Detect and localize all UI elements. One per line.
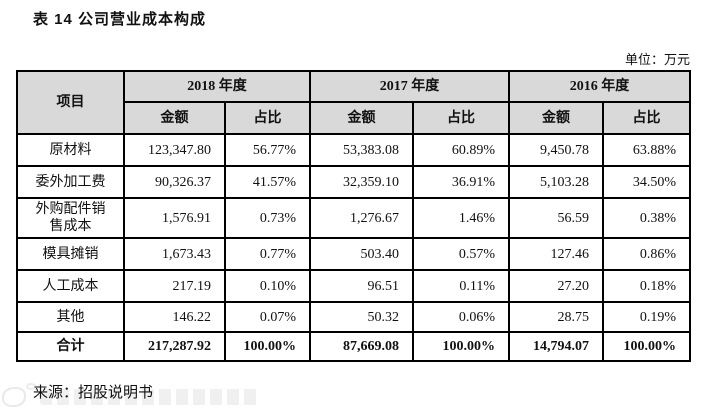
amount-2017: 503.40	[309, 237, 414, 271]
table-row-other: 其他 146.22 0.07% 50.32 0.06% 28.75 0.19%	[16, 301, 691, 333]
total-amount-2017: 87,669.08	[309, 331, 414, 362]
header-row-years: 项目 2018 年度 2017 年度 2016 年度	[16, 70, 691, 135]
table-row-mold-amortization: 模具摊销 1,673.43 0.77% 503.40 0.57% 127.46 …	[16, 237, 691, 271]
col-header-amount-2016: 金额	[508, 101, 604, 135]
amount-2016: 27.20	[508, 269, 604, 303]
total-ratio-2016: 100.00%	[602, 331, 691, 362]
ratio-2017: 0.06%	[412, 301, 510, 333]
item-label: 原材料	[16, 133, 125, 167]
ratio-2016: 63.88%	[602, 133, 691, 167]
col-header-amount-2017: 金额	[309, 101, 414, 135]
ratio-2017: 36.91%	[412, 165, 510, 199]
ratio-2016: 0.19%	[602, 301, 691, 333]
col-header-ratio-2016: 占比	[602, 101, 691, 135]
table-row-outsourcing-fee: 委外加工费 90,326.37 41.57% 32,359.10 36.91% …	[16, 165, 691, 199]
amount-2018: 1,673.43	[123, 237, 226, 271]
ratio-2016: 34.50%	[602, 165, 691, 199]
table-row-raw-materials: 原材料 123,347.80 56.77% 53,383.08 60.89% 9…	[16, 133, 691, 167]
ratio-2017: 60.89%	[412, 133, 510, 167]
total-amount-2018: 217,287.92	[123, 331, 226, 362]
total-ratio-2018: 100.00%	[224, 331, 311, 362]
header-row-measures: 金额 占比 金额 占比 金额 占比	[17, 101, 691, 135]
amount-2017: 1,276.67	[309, 197, 414, 239]
table-row-purchased-parts-cost: 外购配件销售成本 1,576.91 0.73% 1,276.67 1.46% 5…	[16, 197, 691, 239]
amount-2017: 96.51	[309, 269, 414, 303]
item-label: 委外加工费	[16, 165, 125, 199]
item-label: 模具摊销	[16, 237, 125, 271]
ratio-2018: 0.07%	[224, 301, 311, 333]
ratio-2016: 0.38%	[602, 197, 691, 239]
table-row-total: 合计 217,287.92 100.00% 87,669.08 100.00% …	[16, 331, 691, 362]
col-header-ratio-2017: 占比	[412, 101, 510, 135]
unit-label: 单位：万元	[624, 52, 690, 67]
amount-2016: 5,103.28	[508, 165, 604, 199]
total-amount-2016: 14,794.07	[508, 331, 604, 362]
page-title: 表 14 公司营业成本构成	[33, 11, 207, 28]
amount-2016: 56.59	[508, 197, 604, 239]
year-header-2016: 2016 年度	[508, 70, 691, 103]
col-header-item: 项目	[16, 70, 125, 135]
amount-2017: 53,383.08	[309, 133, 414, 167]
ratio-2018: 0.77%	[224, 237, 311, 271]
amount-2018: 217.19	[123, 269, 226, 303]
ratio-2018: 0.73%	[224, 197, 311, 239]
amount-2016: 28.75	[508, 301, 604, 333]
year-header-2018: 2018 年度	[123, 70, 311, 103]
amount-2017: 50.32	[309, 301, 414, 333]
table-row-labor-cost: 人工成本 217.19 0.10% 96.51 0.11% 27.20 0.18…	[16, 269, 691, 303]
ratio-2017: 0.57%	[412, 237, 510, 271]
amount-2016: 9,450.78	[508, 133, 604, 167]
ratio-2016: 0.86%	[602, 237, 691, 271]
item-label: 人工成本	[16, 269, 125, 303]
col-header-amount-2018: 金额	[123, 101, 226, 135]
amount-2018: 123,347.80	[123, 133, 226, 167]
watermark-logo-icon	[2, 387, 26, 407]
ratio-2017: 1.46%	[412, 197, 510, 239]
cost-composition-table: 项目 2018 年度 2017 年度 2016 年度 金额 占比 金额 占比 金…	[16, 70, 691, 362]
item-label: 外购配件销售成本	[16, 197, 125, 239]
ratio-2017: 0.11%	[412, 269, 510, 303]
source-label: 来源：招股说明书	[33, 384, 154, 401]
item-label: 其他	[16, 301, 125, 333]
total-label: 合计	[16, 331, 125, 362]
amount-2018: 1,576.91	[123, 197, 226, 239]
ratio-2018: 0.10%	[224, 269, 311, 303]
amount-2018: 90,326.37	[123, 165, 226, 199]
year-header-2017: 2017 年度	[309, 70, 510, 103]
total-ratio-2017: 100.00%	[412, 331, 510, 362]
col-header-ratio-2018: 占比	[224, 101, 311, 135]
ratio-2018: 56.77%	[224, 133, 311, 167]
amount-2018: 146.22	[123, 301, 226, 333]
amount-2017: 32,359.10	[309, 165, 414, 199]
amount-2016: 127.46	[508, 237, 604, 271]
ratio-2018: 41.57%	[224, 165, 311, 199]
ratio-2016: 0.18%	[602, 269, 691, 303]
